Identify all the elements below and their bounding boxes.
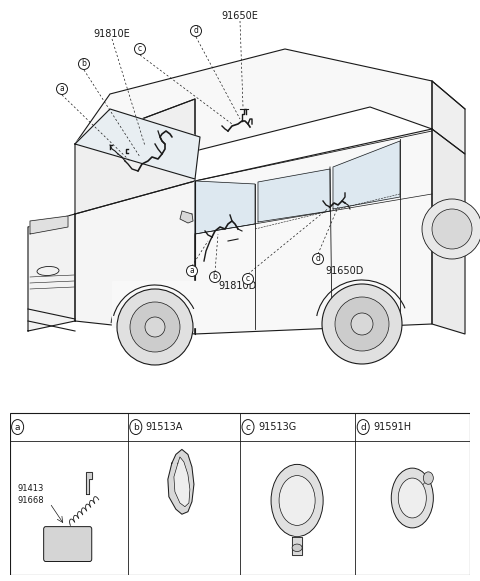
Ellipse shape	[292, 544, 302, 551]
Polygon shape	[86, 472, 92, 494]
Text: 91513G: 91513G	[258, 422, 296, 432]
Circle shape	[12, 419, 24, 435]
Circle shape	[357, 419, 369, 435]
Polygon shape	[432, 129, 465, 334]
Text: 91650D: 91650D	[325, 266, 363, 276]
Circle shape	[187, 266, 197, 277]
Ellipse shape	[271, 464, 323, 537]
Text: 91413: 91413	[18, 483, 44, 493]
Polygon shape	[174, 457, 190, 507]
Ellipse shape	[391, 468, 433, 528]
Text: c: c	[246, 274, 250, 284]
FancyBboxPatch shape	[44, 526, 92, 561]
Text: b: b	[82, 59, 86, 69]
Polygon shape	[258, 169, 330, 222]
Polygon shape	[112, 281, 198, 327]
Text: a: a	[60, 84, 64, 94]
Circle shape	[145, 317, 165, 337]
Text: c: c	[138, 45, 142, 53]
Text: d: d	[193, 27, 198, 35]
Text: d: d	[315, 254, 321, 264]
Polygon shape	[75, 49, 432, 151]
Circle shape	[423, 472, 433, 485]
Polygon shape	[168, 450, 194, 514]
Circle shape	[134, 44, 145, 55]
Circle shape	[79, 59, 89, 70]
Polygon shape	[195, 129, 432, 334]
Circle shape	[312, 253, 324, 264]
Text: 91810E: 91810E	[94, 29, 131, 39]
Text: a: a	[15, 422, 20, 432]
Polygon shape	[333, 141, 400, 209]
Polygon shape	[75, 181, 195, 334]
Text: c: c	[245, 422, 251, 432]
Polygon shape	[292, 537, 302, 555]
Polygon shape	[28, 214, 75, 331]
Circle shape	[209, 271, 220, 282]
Text: d: d	[360, 422, 366, 432]
Circle shape	[242, 274, 253, 285]
Circle shape	[57, 84, 68, 95]
Polygon shape	[30, 216, 68, 234]
Circle shape	[335, 297, 389, 351]
Text: a: a	[190, 267, 194, 275]
Text: 91810D: 91810D	[218, 281, 256, 291]
Polygon shape	[432, 81, 465, 154]
Circle shape	[422, 199, 480, 259]
Ellipse shape	[398, 478, 426, 518]
Circle shape	[191, 26, 202, 37]
Circle shape	[117, 289, 193, 365]
Polygon shape	[195, 181, 255, 234]
Text: b: b	[133, 422, 139, 432]
Text: 91650E: 91650E	[222, 11, 258, 21]
Polygon shape	[180, 211, 193, 223]
Ellipse shape	[279, 476, 315, 525]
Text: 91513A: 91513A	[146, 422, 183, 432]
Text: b: b	[213, 272, 217, 281]
Circle shape	[351, 313, 373, 335]
Circle shape	[242, 419, 254, 435]
Circle shape	[130, 302, 180, 352]
Circle shape	[432, 209, 472, 249]
Polygon shape	[75, 109, 200, 179]
Text: 91591H: 91591H	[373, 422, 411, 432]
Circle shape	[130, 419, 142, 435]
Circle shape	[322, 284, 402, 364]
Text: 91668: 91668	[18, 496, 44, 505]
Polygon shape	[75, 99, 195, 214]
